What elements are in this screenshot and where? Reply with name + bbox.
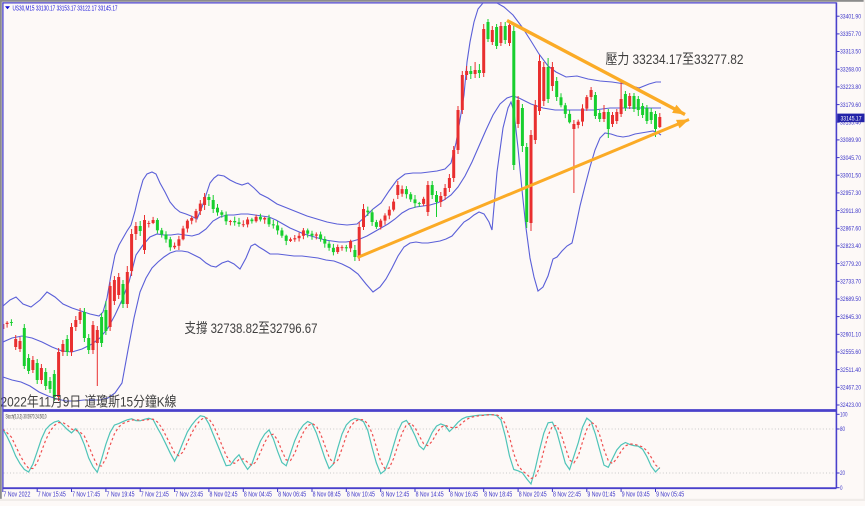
svg-text:7 Nov 21:45: 7 Nov 21:45 xyxy=(141,491,169,498)
svg-text:7 Nov 17:45: 7 Nov 17:45 xyxy=(72,491,100,498)
svg-text:支撐 32738.82至32796.67: 支撐 32738.82至32796.67 xyxy=(185,320,318,336)
svg-text:33145.17: 33145.17 xyxy=(841,116,862,123)
svg-text:32511.40: 32511.40 xyxy=(840,367,861,374)
svg-text:2022年11月9日 道瓊斯15分鐘K線: 2022年11月9日 道瓊斯15分鐘K線 xyxy=(1,394,177,410)
svg-text:US30,M15 33130.17 33153.17 33: US30,M15 33130.17 33153.17 33122.17 3314… xyxy=(13,3,118,12)
svg-text:33223.80: 33223.80 xyxy=(840,84,861,91)
svg-text:33089.90: 33089.90 xyxy=(840,137,861,144)
svg-text:32601.10: 32601.10 xyxy=(840,332,861,339)
svg-text:7 Nov 15:45: 7 Nov 15:45 xyxy=(38,491,66,498)
svg-text:9 Nov 01:45: 9 Nov 01:45 xyxy=(587,491,615,498)
svg-text:7 Nov 19:45: 7 Nov 19:45 xyxy=(107,491,135,498)
svg-text:壓力 33234.17至33277.82: 壓力 33234.17至33277.82 xyxy=(606,51,744,67)
svg-text:33179.60: 33179.60 xyxy=(840,102,861,109)
svg-text:33001.50: 33001.50 xyxy=(840,172,861,179)
svg-text:32911.80: 32911.80 xyxy=(840,208,861,215)
svg-text:7 Nov 23:45: 7 Nov 23:45 xyxy=(175,491,203,498)
svg-text:33357.70: 33357.70 xyxy=(840,31,861,38)
svg-text:32467.20: 32467.20 xyxy=(840,385,861,392)
svg-text:32957.30: 32957.30 xyxy=(840,190,861,197)
svg-text:32689.50: 32689.50 xyxy=(840,296,861,303)
svg-text:8 Nov 02:45: 8 Nov 02:45 xyxy=(210,491,238,498)
svg-text:8 Nov 08:45: 8 Nov 08:45 xyxy=(313,491,341,498)
svg-text:32867.60: 32867.60 xyxy=(840,226,861,233)
svg-text:32423.00: 32423.00 xyxy=(840,402,861,409)
svg-text:8 Nov 20:45: 8 Nov 20:45 xyxy=(519,491,547,498)
svg-text:0: 0 xyxy=(840,485,843,492)
svg-text:8 Nov 16:45: 8 Nov 16:45 xyxy=(450,491,478,498)
svg-text:32555.60: 32555.60 xyxy=(840,349,861,356)
svg-text:33401.90: 33401.90 xyxy=(840,13,861,20)
svg-text:8 Nov 12:45: 8 Nov 12:45 xyxy=(381,491,409,498)
svg-text:8 Nov 04:45: 8 Nov 04:45 xyxy=(244,491,272,498)
svg-text:8 Nov 18:45: 8 Nov 18:45 xyxy=(484,491,512,498)
svg-text:8 Nov 22:45: 8 Nov 22:45 xyxy=(553,491,581,498)
svg-text:80: 80 xyxy=(840,426,845,433)
svg-text:20: 20 xyxy=(840,470,845,477)
svg-text:33268.00: 33268.00 xyxy=(840,66,861,73)
svg-text:Stoch(5,3,3) 30.5970 24.5010: Stoch(5,3,3) 30.5970 24.5010 xyxy=(6,415,47,421)
svg-text:32645.30: 32645.30 xyxy=(840,314,861,321)
svg-text:32733.70: 32733.70 xyxy=(840,279,861,286)
svg-text:33045.70: 33045.70 xyxy=(840,155,861,162)
svg-text:8 Nov 14:45: 8 Nov 14:45 xyxy=(416,491,444,498)
svg-text:7 Nov 2022: 7 Nov 2022 xyxy=(3,491,30,498)
svg-text:33313.50: 33313.50 xyxy=(840,49,861,56)
svg-text:32823.40: 32823.40 xyxy=(840,243,861,250)
svg-text:32779.20: 32779.20 xyxy=(840,261,861,268)
svg-text:9 Nov 05:45: 9 Nov 05:45 xyxy=(656,491,684,498)
svg-text:9 Nov 03:45: 9 Nov 03:45 xyxy=(622,491,650,498)
svg-text:33135.40: 33135.40 xyxy=(840,119,861,126)
svg-text:100: 100 xyxy=(840,412,848,419)
svg-text:8 Nov 06:45: 8 Nov 06:45 xyxy=(278,491,306,498)
svg-text:8 Nov 10:45: 8 Nov 10:45 xyxy=(347,491,375,498)
